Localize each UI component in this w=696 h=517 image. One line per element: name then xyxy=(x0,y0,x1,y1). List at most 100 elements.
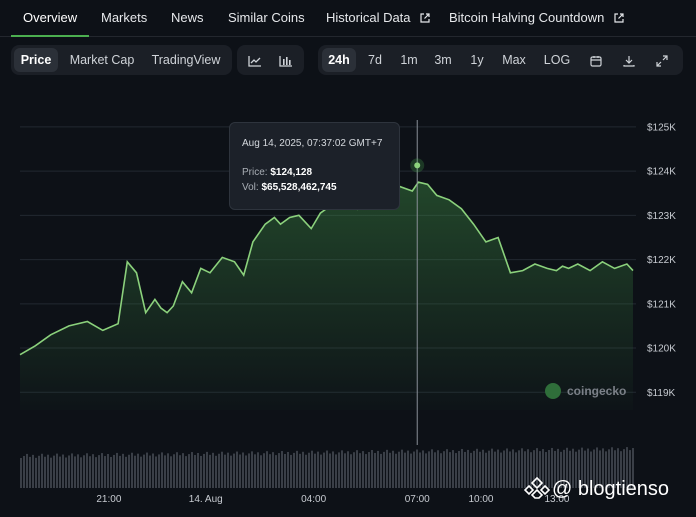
volume-bar xyxy=(443,451,445,488)
y-tick-label: $119K xyxy=(647,388,676,399)
volume-bar xyxy=(140,456,142,488)
external-link-icon xyxy=(614,13,624,23)
x-tick-label: 13:00 xyxy=(544,494,569,505)
volume-bar xyxy=(257,452,259,488)
volume-bar xyxy=(119,455,121,488)
tooltip-price: Price: $124,128 xyxy=(242,167,313,178)
volume-bar xyxy=(131,452,133,488)
volume-bar xyxy=(503,450,505,488)
volume-bar xyxy=(107,454,109,488)
volume-bar xyxy=(509,451,511,488)
volume-bar xyxy=(182,453,184,488)
volume-bar xyxy=(596,447,598,488)
volume-bar xyxy=(287,451,289,488)
download-icon[interactable] xyxy=(617,48,641,72)
price-chart[interactable]: $119K $120K $121K $122K $123K $124K $125K 21:0… xyxy=(0,90,696,517)
range-7d[interactable]: 7d xyxy=(368,53,382,67)
volume-bar xyxy=(176,452,178,488)
volume-bar xyxy=(320,454,322,488)
volume-bar xyxy=(62,454,64,488)
volume-bar xyxy=(563,449,565,488)
volume-bar xyxy=(620,451,622,488)
volume-bar xyxy=(473,450,475,488)
volume-bar xyxy=(623,449,625,488)
volume-bar xyxy=(548,449,550,488)
volume-bar xyxy=(500,452,502,488)
tradingview-tab[interactable]: TradingView xyxy=(151,53,221,67)
volume-bar xyxy=(632,448,634,488)
volume-bar xyxy=(335,454,337,488)
volume-bar xyxy=(410,453,412,488)
volume-bar xyxy=(569,450,571,488)
tab-overview[interactable]: Overview xyxy=(10,0,90,37)
blog-overlay-text: @ blogtienso xyxy=(523,476,669,501)
range-1m[interactable]: 1m xyxy=(400,53,418,67)
volume-bar xyxy=(464,451,466,488)
volume-bar xyxy=(413,451,415,488)
volume-bar xyxy=(236,451,238,488)
volume-bar xyxy=(173,454,175,488)
tab-similar-coins[interactable]: Similar Coins xyxy=(228,10,305,25)
volume-bar xyxy=(305,454,307,488)
volume-bar xyxy=(629,450,631,488)
volume-bar xyxy=(278,453,280,488)
tab-news[interactable]: News xyxy=(171,10,204,25)
tab-markets[interactable]: Markets xyxy=(101,10,148,25)
volume-bar xyxy=(401,449,403,488)
bar-chart-icon[interactable] xyxy=(274,48,298,72)
y-tick-label: $120K xyxy=(647,344,676,355)
volume-bar xyxy=(245,455,247,488)
diamond-logo-icon xyxy=(523,476,551,499)
volume-bar xyxy=(38,455,40,488)
volume-bar xyxy=(506,448,508,488)
volume-bar xyxy=(485,452,487,488)
volume-bar xyxy=(515,452,517,488)
volume-bar xyxy=(521,448,523,488)
volume-bar xyxy=(395,453,397,488)
volume-bar xyxy=(431,449,433,488)
volume-bar xyxy=(59,456,61,488)
hover-point xyxy=(410,158,425,173)
tab-historical-data[interactable]: Historical Data xyxy=(326,0,430,36)
volume-bar xyxy=(269,454,271,488)
volume-bar xyxy=(65,457,67,488)
tab-bitcoin-halving-countdown[interactable]: Bitcoin Halving Countdown xyxy=(449,0,624,36)
volume-bar xyxy=(302,451,304,488)
range-1y[interactable]: 1y xyxy=(470,53,484,67)
volume-bar xyxy=(353,452,355,488)
market-cap-tab[interactable]: Market Cap xyxy=(69,53,135,67)
volume-bar xyxy=(449,452,451,488)
range-3m[interactable]: 3m xyxy=(434,53,452,67)
expand-icon[interactable] xyxy=(650,48,674,72)
range-24h[interactable]: 24h xyxy=(322,48,356,72)
volume-bar xyxy=(32,454,34,488)
x-tick-label: 10:00 xyxy=(468,494,493,505)
volume-bar xyxy=(275,455,277,488)
volume-bar xyxy=(518,450,520,488)
volume-bar xyxy=(98,455,100,488)
line-chart-icon[interactable] xyxy=(243,48,267,72)
coingecko-watermark: coingecko xyxy=(545,383,626,399)
calendar-icon[interactable] xyxy=(584,48,608,72)
volume-bar xyxy=(368,452,370,488)
volume-bar xyxy=(551,447,553,488)
volume-bar xyxy=(224,454,226,488)
volume-bar xyxy=(566,447,568,488)
price-tab[interactable]: Price xyxy=(14,48,58,72)
volume-bar xyxy=(512,449,514,488)
log-toggle[interactable]: LOG xyxy=(543,53,571,67)
hover-point-dot xyxy=(414,162,421,169)
volume-bar xyxy=(110,456,112,488)
volume-bar xyxy=(407,450,409,488)
range-max[interactable]: Max xyxy=(502,53,526,67)
x-axis: 21:00 14. Aug 04:00 07:00 10:00 13:00 xyxy=(96,494,570,505)
range-group: 24h 7d 1m 3m 1y Max LOG xyxy=(318,45,683,75)
volume-bar xyxy=(524,451,526,488)
top-nav: Overview Markets News Similar Coins Hist… xyxy=(0,0,696,37)
volume-bar xyxy=(347,451,349,488)
volume-bar xyxy=(125,456,127,488)
volume-bar xyxy=(608,449,610,488)
volume-bar xyxy=(185,456,187,488)
volume-bar xyxy=(419,452,421,488)
volume-bar xyxy=(581,447,583,488)
